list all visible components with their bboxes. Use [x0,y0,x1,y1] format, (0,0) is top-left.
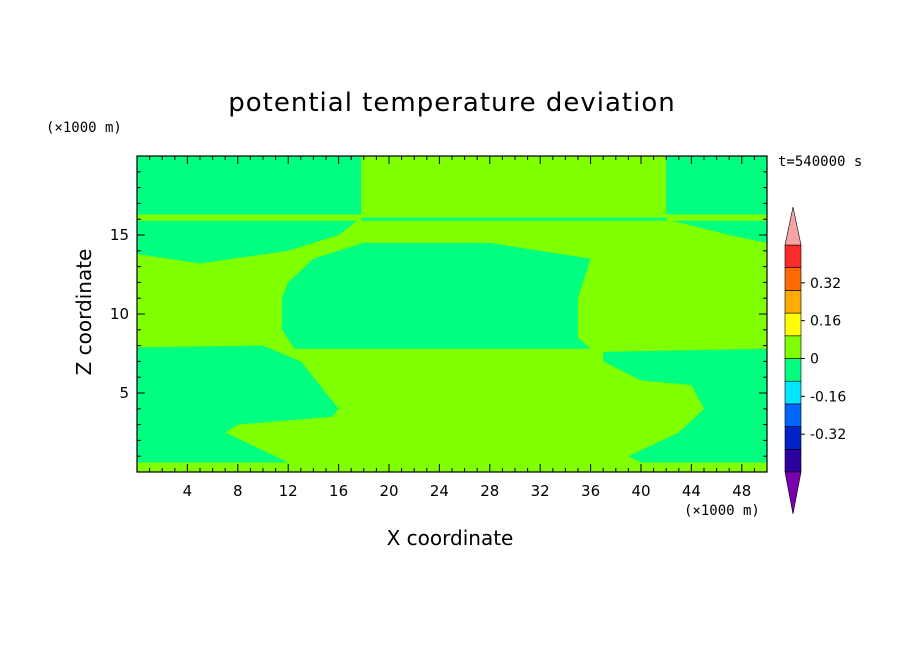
y-tick-label: 10 [110,305,129,323]
colorbar-tick-label: 0.32 [810,276,841,292]
contour-region-5 [672,220,767,243]
contour-region-2 [666,156,767,215]
colorbar-segment [784,335,802,359]
x-tick-label: 24 [430,482,449,500]
x-tick-label: 8 [233,482,243,500]
colorbar-segment [784,448,802,473]
contour-region-1 [137,156,362,215]
x-tick-label: 36 [581,482,600,500]
colorbar-tick-label: 0 [810,352,819,368]
colorbar-segment [784,380,802,405]
time-label: t=540000 s [778,154,863,170]
contour-region-4 [137,220,358,264]
y-tick-label: 5 [119,384,129,402]
colorbar-extend-top [784,206,802,246]
x-tick-label: 20 [379,482,398,500]
colorbar-segment [784,312,802,337]
x-tick-label: 16 [329,482,348,500]
colorbar-tick-label: 0.16 [810,314,841,330]
x-unit-label: (×1000 m) [684,503,760,519]
colorbar-segment [784,426,802,450]
x-tick-label: 4 [183,482,193,500]
contour-region-3 [361,217,667,221]
y-tick-label: 15 [110,226,129,244]
contour-region-6 [281,242,591,349]
colorbar-segment [784,290,802,314]
x-tick-label: 32 [531,482,550,500]
colorbar-segment [784,244,802,269]
contour-region-8 [603,348,767,463]
x-tick-label: 48 [732,482,751,500]
colorbar-segment [784,267,802,291]
colorbar-tick-label: -0.32 [810,427,846,443]
x-tick-label: 28 [480,482,499,500]
colorbar-tick-label: -0.16 [810,389,846,405]
x-tick-label: 40 [631,482,650,500]
chart-title: potential temperature deviation [228,88,676,118]
colorbar-extend-bottom [784,471,802,515]
y-unit-label: (×1000 m) [46,120,122,136]
y-axis-label: Z coordinate [72,248,96,376]
colorbar-segment [784,358,802,382]
x-tick-label: 44 [682,482,701,500]
x-axis-label: X coordinate [386,526,514,550]
contour-region-7 [137,345,339,463]
x-tick-label: 12 [279,482,298,500]
colorbar-segment [784,403,802,427]
